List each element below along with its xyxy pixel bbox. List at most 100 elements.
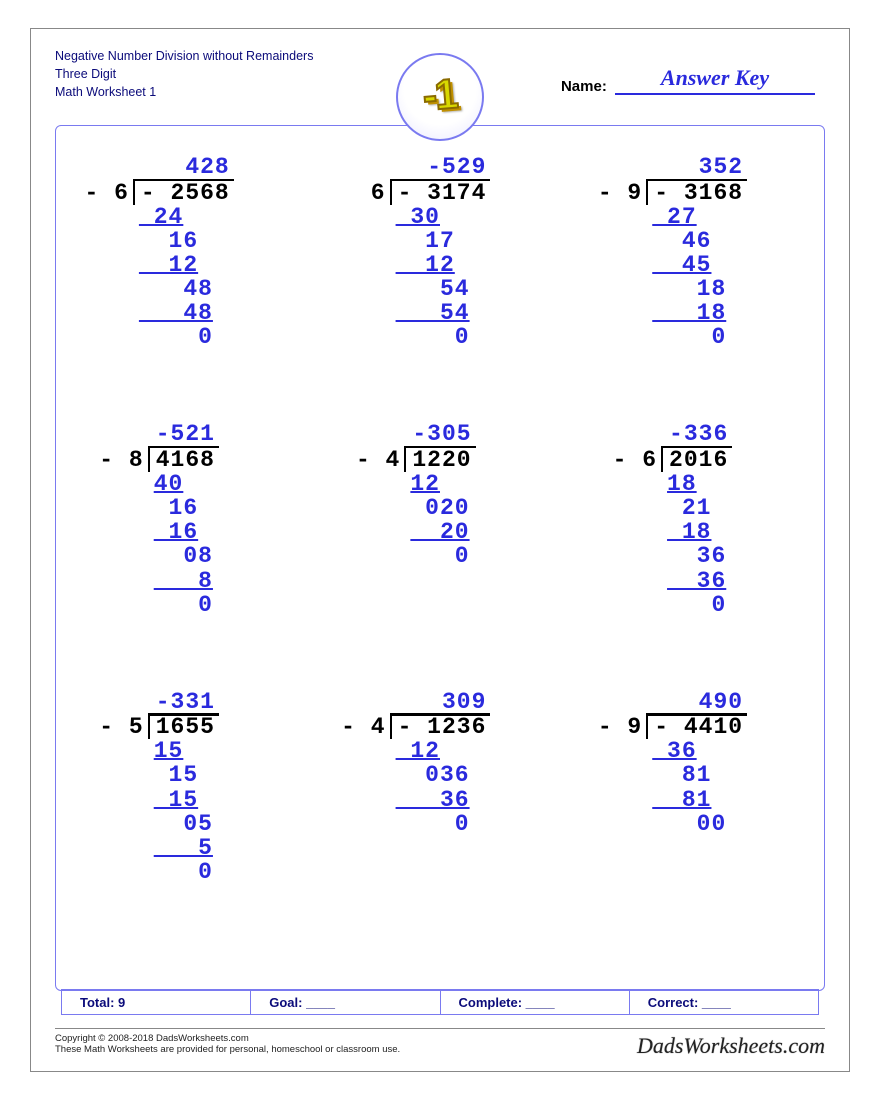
problem-3: 352- 9- 3168 27 46 45 18 18 0 (568, 149, 825, 416)
work-step: 0 (390, 812, 491, 836)
badge-icon: -1 (396, 53, 484, 141)
title-line-2: Three Digit (55, 65, 313, 83)
quotient: -521 (148, 422, 219, 448)
dividend: 1220 (404, 446, 475, 472)
long-division: 309- 4- 1236 12 036 36 0 (390, 690, 491, 836)
badge-text: -1 (421, 70, 458, 121)
dividend: - 1236 (390, 713, 491, 739)
work-step: 40 (148, 472, 219, 496)
work-step: 36 (661, 569, 732, 593)
work-step: 18 (646, 301, 747, 325)
work-step: 24 (133, 205, 234, 229)
work-step: 0 (148, 860, 219, 884)
divisor: - 4 (341, 715, 389, 739)
quotient: -331 (148, 690, 219, 716)
divisor: 6 (371, 181, 390, 205)
work-step: 5 (148, 836, 219, 860)
header: Negative Number Division without Remaind… (31, 29, 849, 129)
quotient: -529 (390, 155, 491, 181)
work-step: 36 (661, 544, 732, 568)
title-block: Negative Number Division without Remaind… (55, 47, 313, 101)
work-step: 0 (646, 325, 747, 349)
divisor: - 9 (598, 181, 646, 205)
quotient: -305 (404, 422, 475, 448)
divisor-dividend-row: - 4- 1236 (390, 713, 491, 739)
work-step: 020 (404, 496, 475, 520)
divisor-dividend-row: - 84168 (148, 446, 219, 472)
work-step: 8 (148, 569, 219, 593)
title-line-1: Negative Number Division without Remaind… (55, 47, 313, 65)
work-step: 36 (646, 739, 747, 763)
work-step: 17 (390, 229, 491, 253)
long-division: -305- 4122012 020 20 0 (404, 422, 475, 568)
divisor-dividend-row: - 41220 (404, 446, 475, 472)
problem-2: -5296- 3174 30 17 12 54 54 0 (312, 149, 569, 416)
work-step: 16 (148, 520, 219, 544)
work-step: 45 (646, 253, 747, 277)
work-step: 036 (390, 763, 491, 787)
name-label: Name: (561, 78, 607, 95)
title-line-3: Math Worksheet 1 (55, 83, 313, 101)
work-step: 16 (133, 229, 234, 253)
worksheet-page: Negative Number Division without Remaind… (30, 28, 850, 1072)
dividend: - 2568 (133, 179, 234, 205)
name-field: Name: Answer Key (561, 65, 815, 95)
problem-grid: 428- 6- 2568 24 16 12 48 48 0 -5296- 3174… (55, 149, 825, 951)
divisor: - 6 (613, 448, 661, 472)
quotient: 428 (133, 155, 234, 181)
divisor-dividend-row: - 9- 3168 (646, 179, 747, 205)
work-step: 12 (133, 253, 234, 277)
long-division: -521- 8416840 16 16 08 8 0 (148, 422, 219, 616)
divisor: - 6 (84, 181, 132, 205)
quotient: 352 (646, 155, 747, 181)
dividend: 4168 (148, 446, 219, 472)
work-step: 20 (404, 520, 475, 544)
work-step: 18 (661, 520, 732, 544)
footer-note: These Math Worksheets are provided for p… (55, 1044, 400, 1055)
footer-left: Copyright © 2008-2018 DadsWorksheets.com… (55, 1033, 400, 1055)
long-division: -336- 6201618 21 18 36 36 0 (661, 422, 732, 616)
work-step: 46 (646, 229, 747, 253)
copyright-text: Copyright © 2008-2018 DadsWorksheets.com (55, 1033, 400, 1044)
work-step: 81 (646, 788, 747, 812)
work-step: 0 (148, 593, 219, 617)
footer: Copyright © 2008-2018 DadsWorksheets.com… (55, 1028, 825, 1059)
work-step: 54 (390, 277, 491, 301)
work-step: 0 (133, 325, 234, 349)
dividend: 1655 (148, 713, 219, 739)
answer-key-text: Answer Key (661, 65, 769, 93)
problem-6: -336- 6201618 21 18 36 36 0 (568, 416, 825, 683)
work-step: 81 (646, 763, 747, 787)
long-division: 490- 9- 4410 36 81 81 00 (646, 690, 747, 836)
problem-4: -521- 8416840 16 16 08 8 0 (55, 416, 312, 683)
dividend: - 4410 (646, 713, 747, 739)
work-step: 15 (148, 763, 219, 787)
work-step: 0 (390, 325, 491, 349)
summary-total: Total: 9 (62, 990, 251, 1014)
watermark-text: DadsWorksheets.com (637, 1033, 825, 1059)
problem-9: 490- 9- 4410 36 81 81 00 (568, 684, 825, 951)
work-step: 36 (390, 788, 491, 812)
long-division: 428- 6- 2568 24 16 12 48 48 0 (133, 155, 234, 349)
divisor: - 8 (99, 448, 147, 472)
work-step: 0 (661, 593, 732, 617)
work-step: 15 (148, 788, 219, 812)
long-division: -331- 5165515 15 15 05 5 0 (148, 690, 219, 884)
problem-5: -305- 4122012 020 20 0 (312, 416, 569, 683)
problem-7: -331- 5165515 15 15 05 5 0 (55, 684, 312, 951)
divisor-dividend-row: - 51655 (148, 713, 219, 739)
work-step: 16 (148, 496, 219, 520)
work-step: 0 (404, 544, 475, 568)
divisor: - 9 (598, 715, 646, 739)
work-step: 18 (661, 472, 732, 496)
problem-8: 309- 4- 1236 12 036 36 0 (312, 684, 569, 951)
work-step: 30 (390, 205, 491, 229)
long-division: -5296- 3174 30 17 12 54 54 0 (390, 155, 491, 349)
work-step: 15 (148, 739, 219, 763)
dividend: - 3168 (646, 179, 747, 205)
long-division: 352- 9- 3168 27 46 45 18 18 0 (646, 155, 747, 349)
divisor-dividend-row: - 62016 (661, 446, 732, 472)
work-step: 18 (646, 277, 747, 301)
divisor-dividend-row: - 6- 2568 (133, 179, 234, 205)
divisor-dividend-row: 6- 3174 (390, 179, 491, 205)
